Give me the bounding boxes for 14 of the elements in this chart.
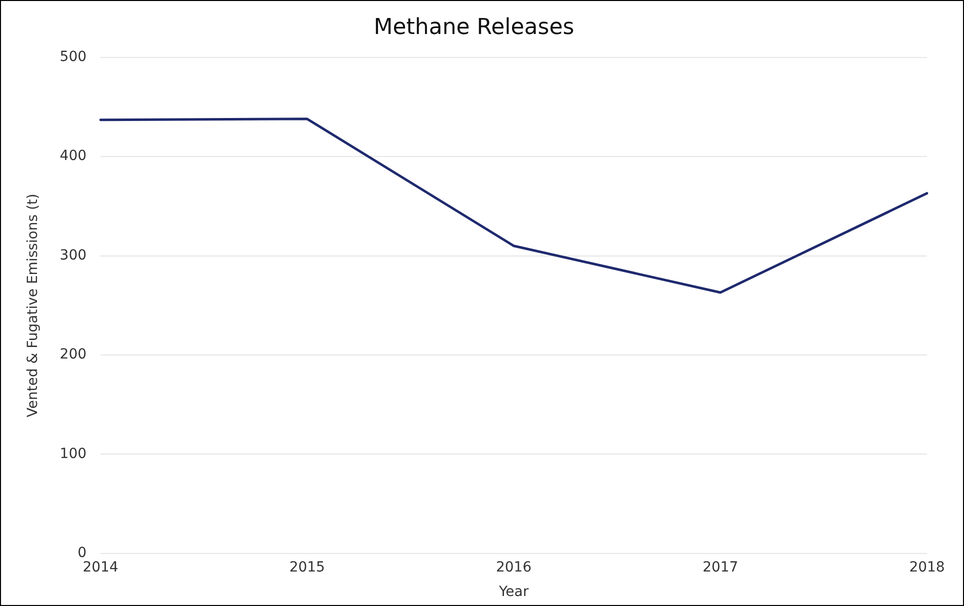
x-tick-label: 2015 xyxy=(289,559,325,576)
x-tick-label: 2016 xyxy=(496,559,532,576)
y-tick-label: 300 xyxy=(60,247,87,264)
x-tick-label: 2018 xyxy=(909,559,945,576)
chart-title: Methane Releases xyxy=(374,14,574,40)
y-tick-label: 100 xyxy=(60,446,87,462)
x-axis-title: Year xyxy=(498,584,529,600)
x-tick-label: 2014 xyxy=(82,559,118,576)
y-tick-label: 200 xyxy=(60,346,87,363)
x-tick-label: 2017 xyxy=(702,559,738,576)
y-axis-title: Vented & Fugative Emissions (t) xyxy=(25,194,42,418)
y-tick-label: 400 xyxy=(60,148,87,164)
y-tick-label: 500 xyxy=(60,49,87,66)
y-tick-label: 0 xyxy=(78,545,87,562)
